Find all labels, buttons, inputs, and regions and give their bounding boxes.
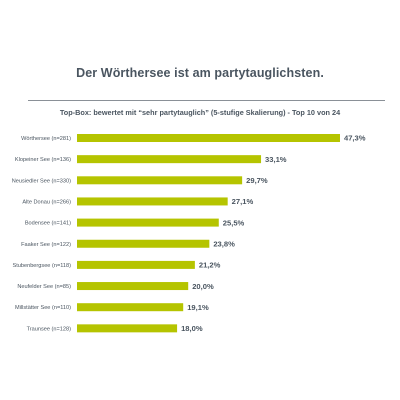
bar: [77, 324, 178, 333]
bar: [77, 155, 262, 164]
bar: [77, 197, 228, 206]
value-label: 47,3%: [344, 134, 366, 143]
category-label: Neufelder See (n=85): [17, 284, 71, 290]
category-label: Klopeiner See (n=136): [15, 157, 71, 163]
category-label: Stubenbergsee (n=118): [12, 263, 71, 269]
value-label: 19,1%: [187, 303, 209, 312]
bar: [77, 134, 340, 142]
bar: [77, 176, 243, 185]
value-label: 20,0%: [192, 282, 214, 291]
category-label: Millstätter See (n=110): [15, 305, 71, 311]
category-label: Neusiedler See (n=330): [12, 178, 71, 184]
bar: [77, 260, 195, 269]
bar: [77, 218, 219, 227]
title-divider: [28, 100, 385, 101]
category-label: Faaker See (n=122): [21, 242, 71, 248]
category-label: Traunsee (n=128): [27, 326, 72, 332]
value-label: 25,5%: [223, 218, 245, 227]
bar: [77, 282, 189, 291]
bars-group: Wörthersee (n=281) 47,3% Klopeiner See (n=…: [12, 134, 366, 333]
value-label: 29,7%: [246, 176, 268, 185]
value-label: 18,0%: [181, 324, 203, 333]
page-title: Der Wörthersee ist am partytauglichsten.: [76, 66, 324, 80]
category-label: Wörthersee (n=281): [21, 136, 71, 142]
value-label: 23,8%: [213, 239, 235, 248]
value-label: 21,2%: [199, 261, 221, 270]
value-label: 27,1%: [232, 197, 254, 206]
value-label: 33,1%: [265, 155, 287, 164]
category-label: Bodensee (n=141): [25, 221, 71, 227]
bar: [77, 239, 210, 248]
chart-title: Top-Box: bewertet mit “sehr partytauglic…: [59, 108, 341, 117]
bar: [77, 303, 184, 312]
category-label: Alte Donau (n=266): [22, 199, 71, 205]
